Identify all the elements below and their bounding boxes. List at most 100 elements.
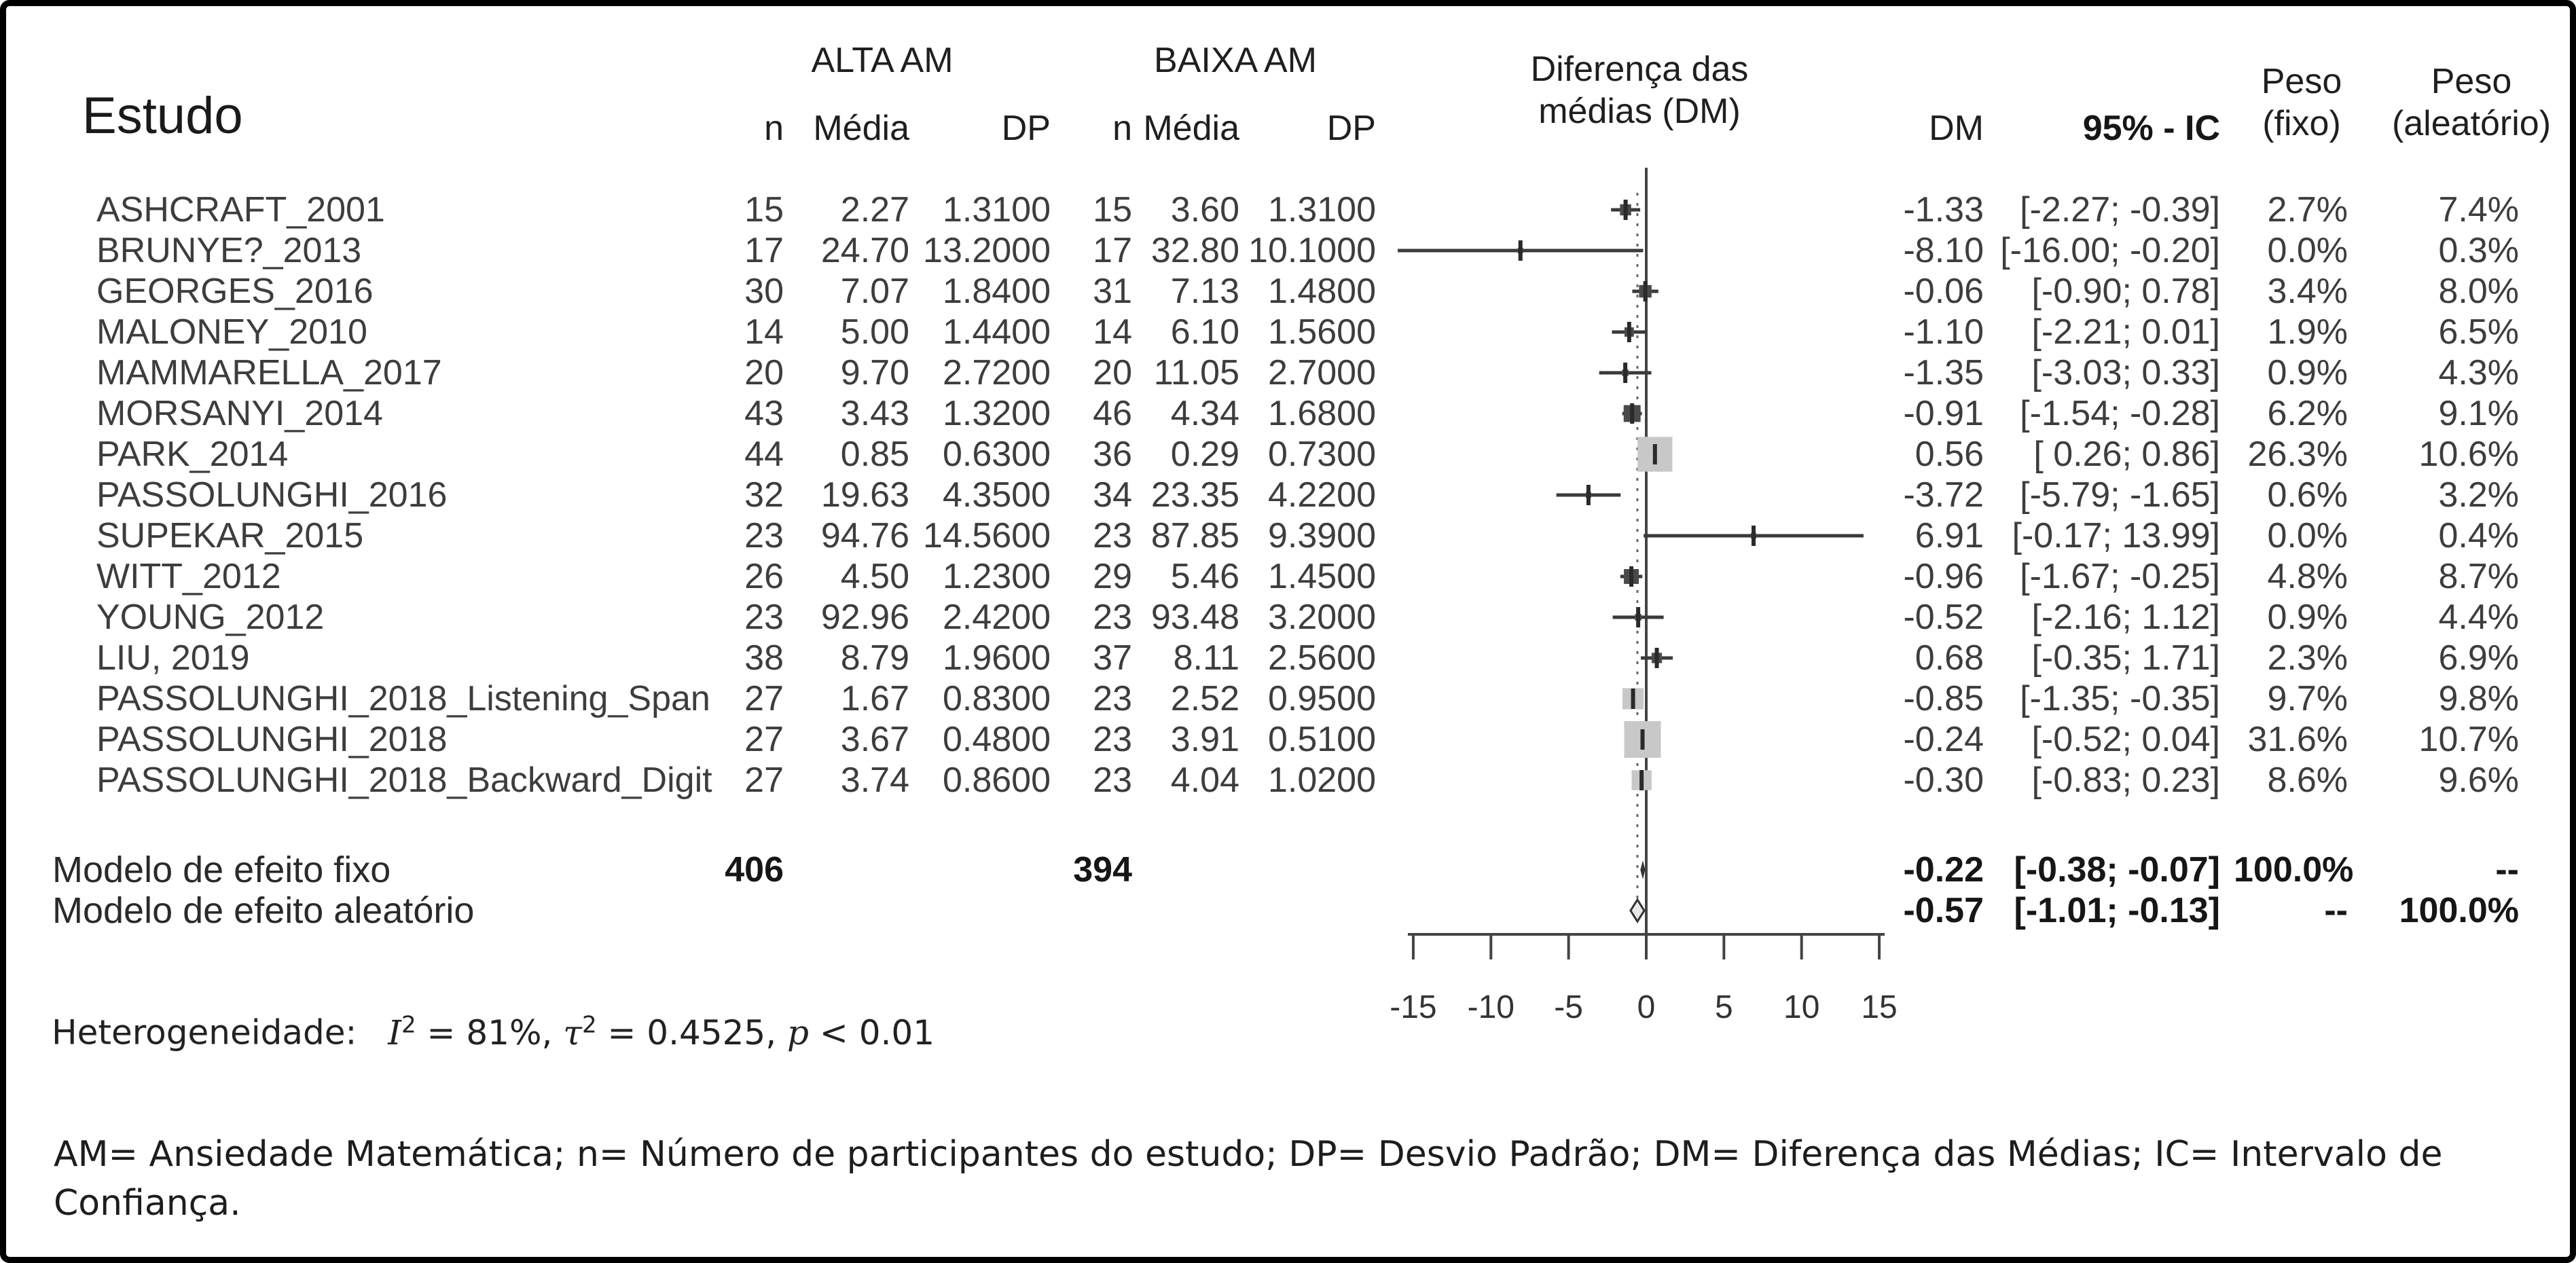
x-axis-tick-label: 10 [1783,989,1819,1025]
weight-random: 0.4% [2438,516,2519,555]
study-row: SUPEKAR_2015 23 94.76 14.5600 23 87.85 9.3900 6… [6,515,2570,556]
n-alta: 38 [744,638,784,678]
sd-alta: 1.3200 [942,394,1051,433]
col-header-peso-aleatorio: Peso (aleatório) [2370,60,2570,145]
n-alta: 23 [744,598,784,637]
p-symbol: p [787,1012,810,1052]
study-row: BRUNYE?_2013 17 24.70 13.2000 17 32.80 10.1000… [6,230,2570,271]
ci-value: [-0.90; 0.78] [2031,272,2220,311]
column-header-estudo: Estudo [82,87,243,145]
plot-header-diferenca-line1: Diferença das [1530,50,1749,89]
tau-squared-symbol: τ [563,1012,582,1052]
dm-value: 6.91 [1915,516,1984,555]
weight-fixed: 1.9% [2267,312,2348,352]
n-alta: 26 [744,557,784,596]
n-total-alta: 406 [725,850,784,890]
plot-header-diferenca-line2: médias (DM) [1538,92,1741,131]
sd-baixa: 1.0200 [1267,761,1376,800]
model-label: Modelo de efeito aleatório [52,890,475,931]
study-row: GEORGES_2016 30 7.07 1.8400 31 7.13 1.4800 -0.0… [6,271,2570,312]
ci-value: [-2.16; 1.12] [2031,598,2220,637]
point-estimate-tick [1623,200,1628,220]
point-estimate-tick [1631,689,1635,709]
study-name: PASSOLUNGHI_2018 [96,720,448,759]
mean-alta: 3.67 [840,720,909,759]
n-alta: 17 [744,231,784,270]
forest-plot-svg: -15 -10 -5 0 5 10 15 [1390,168,1898,1025]
mean-alta: 7.07 [840,272,909,311]
study-row: WITT_2012 26 4.50 1.2300 29 5.46 1.4500 -0.96 [-… [6,556,2570,597]
model-random-row: Modelo de efeito aleatório -0.57 [-1.01; -… [6,890,2570,931]
point-estimate-tick [1636,607,1641,627]
mean-baixa: 3.60 [1170,190,1239,230]
ci-value: [-2.21; 0.01] [2031,312,2220,352]
point-estimate-tick [1627,322,1631,342]
ci-value: [-0.17; 13.99] [2012,516,2220,555]
sd-baixa: 0.5100 [1267,720,1376,759]
weight-random: 7.4% [2438,190,2519,230]
ci-pooled: [-1.01; -0.13] [2014,891,2220,930]
study-name: LIU, 2019 [96,638,250,678]
mean-baixa: 32.80 [1150,231,1239,270]
dm-value: -0.96 [1903,557,1984,596]
mean-baixa: 8.11 [1173,638,1239,678]
dm-value: 0.56 [1915,435,1984,474]
point-estimate-tick [1652,444,1657,464]
weight-random: 4.3% [2438,353,2519,392]
weight-random: 9.1% [2438,394,2519,433]
x-axis-tick-label: 0 [1637,989,1656,1025]
dm-value: -3.72 [1903,475,1984,515]
weight-fixed: 0.0% [2267,516,2348,555]
mean-alta: 92.96 [820,598,909,637]
mean-baixa: 6.10 [1170,312,1239,352]
model-label: Modelo de efeito fixo [52,849,391,890]
weight-random: 6.9% [2438,638,2519,678]
col-header-mean-alta: Média [813,109,909,148]
peso-fixo-line2: (fixo) [2262,104,2341,143]
dm-value: -0.91 [1903,394,1984,433]
n-alta: 27 [744,720,784,759]
fixed-effect-diamond [1640,860,1646,879]
dm-value: -0.52 [1903,598,1984,637]
n-alta: 30 [744,272,784,311]
n-alta: 27 [744,679,784,718]
mean-alta: 8.79 [840,638,909,678]
sd-baixa: 3.2000 [1267,598,1376,637]
study-row: PASSOLUNGHI_2018 27 3.67 0.4800 23 3.91 0.5100… [6,719,2570,760]
weight-fixed: 9.7% [2267,679,2348,718]
mean-baixa: 0.29 [1170,435,1239,474]
mean-baixa: 11.05 [1153,353,1239,392]
sd-baixa: 1.6800 [1267,394,1376,433]
weight-fixed: 26.3% [2247,435,2348,474]
n-alta: 14 [744,312,784,352]
sd-alta: 1.3100 [942,190,1051,230]
mean-alta: 5.00 [840,312,909,352]
dm-value: -0.85 [1903,679,1984,718]
study-name: PARK_2014 [96,435,289,474]
n-alta: 23 [744,516,784,555]
peso-aleatorio-line2: (aleatório) [2391,104,2552,143]
sd-alta: 1.8400 [942,272,1051,311]
study-name: MALONEY_2010 [96,312,367,352]
mean-alta: 94.76 [820,516,909,555]
col-header-n-baixa: n [1112,109,1132,148]
tau-squared-exponent: 2 [581,1011,597,1038]
n-baixa: 23 [1093,761,1132,800]
x-axis-tick-label: -10 [1468,989,1514,1025]
ci-value: [-3.03; 0.33] [2031,353,2220,392]
point-estimate-tick [1586,485,1591,505]
study-name: MORSANYI_2014 [96,394,383,433]
mean-baixa: 4.34 [1170,394,1239,433]
study-row: ASHCRAFT_2001 15 2.27 1.3100 15 3.60 1.3100 -1.… [6,189,2570,230]
n-alta: 27 [744,761,784,800]
study-name: PASSOLUNGHI_2018_Listening_Span [96,679,710,718]
x-axis-tick-label: -15 [1390,989,1436,1025]
peso-aleatorio-line1: Peso [2431,62,2512,101]
sd-baixa: 1.5600 [1267,312,1376,352]
weight-random: 8.7% [2438,557,2519,596]
point-estimate-tick [1630,403,1635,424]
weight-fixed: 0.9% [2267,598,2348,637]
dm-value: -1.35 [1903,353,1984,392]
study-row: PASSOLUNGHI_2018_Listening_Span 27 1.67 0.8… [6,678,2570,719]
